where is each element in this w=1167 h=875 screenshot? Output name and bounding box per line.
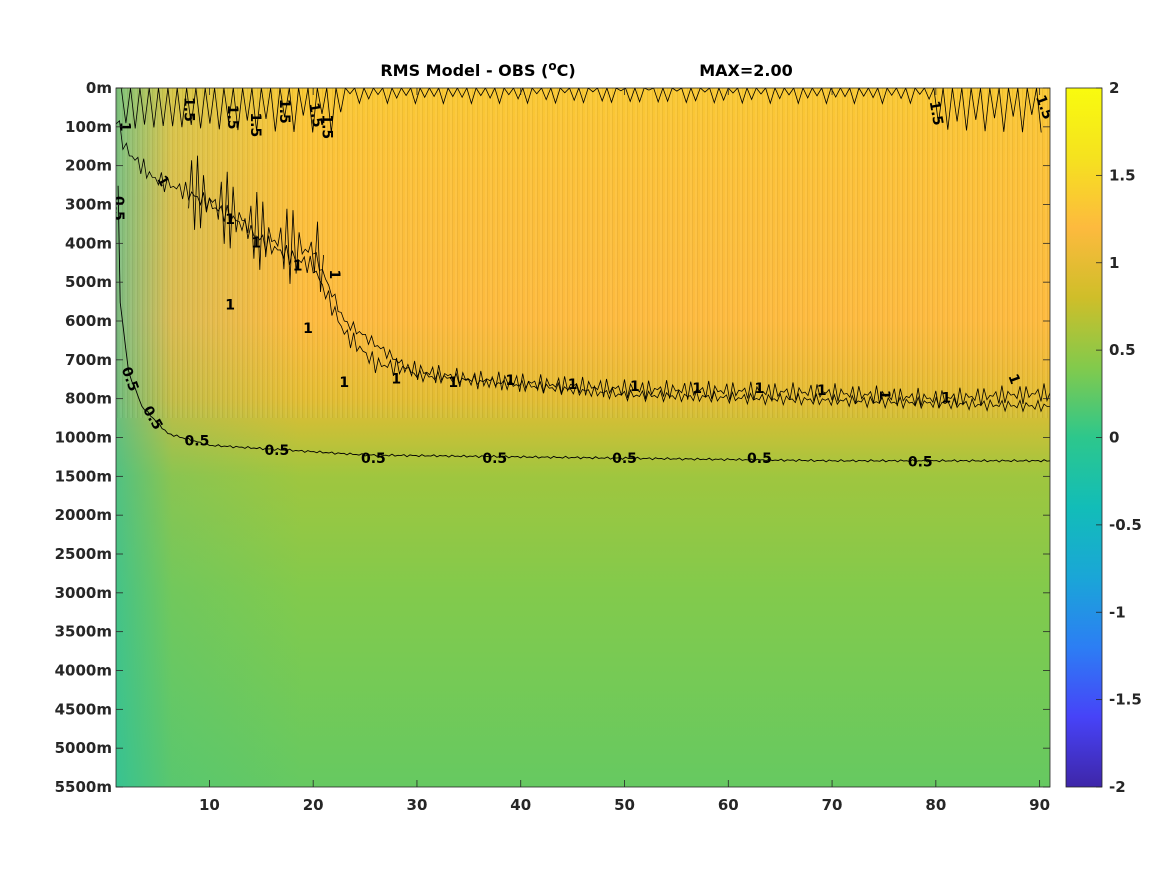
plot-area: 1.5 1.5 1.51.5 1.51.5 1.5 1.510.510.50.50.50.… — [110, 88, 1050, 787]
colorbar-tick-label: 0 — [1109, 429, 1119, 447]
colorbar-tick-label: 2 — [1109, 79, 1119, 97]
contour-label: 0.5 — [747, 451, 772, 467]
contour-label: 1 — [755, 381, 765, 397]
y-tick-label: 5000m — [55, 739, 112, 757]
colorbar: 2 1.5 1 0.5 0 -0.5 -1 -1.5 -2 — [1065, 79, 1142, 796]
y-tick-label: 400m — [65, 234, 112, 252]
contour-label: 1 — [326, 270, 342, 280]
y-tick-label: 600m — [65, 312, 112, 330]
colorbar-tick-label: 1.5 — [1109, 166, 1136, 184]
title-unit-tail: C) — [557, 61, 576, 80]
contour-label: 1 — [116, 122, 132, 132]
x-tick-label: 60 — [718, 796, 739, 814]
contour-label: 1 — [692, 381, 702, 397]
x-tick-label: 80 — [925, 796, 946, 814]
y-tick-label: 800m — [65, 390, 112, 408]
contour-1.0-spikes-a — [188, 155, 324, 293]
contour-0.5-main — [117, 185, 1050, 463]
y-tick-label: 2000m — [55, 506, 112, 524]
colorbar-tick-label: 1 — [1109, 254, 1119, 272]
contour-label: 1 — [568, 377, 578, 393]
colorbar-ticks: 2 1.5 1 0.5 0 -0.5 -1 -1.5 -2 — [1096, 79, 1142, 796]
contour-label: 1 — [251, 235, 261, 251]
y-tick-label: 1500m — [55, 467, 112, 485]
contour-label: 0.5 — [110, 196, 126, 221]
contour-label: 1.5 — [224, 105, 240, 130]
x-tick-label: 50 — [614, 796, 635, 814]
heatmap-striations — [116, 88, 1050, 418]
contour-label: 0.5 — [118, 365, 142, 394]
contour-labels: 1.5 1.5 1.51.5 1.51.5 1.5 1.510.510.50.50.50.… — [110, 93, 1050, 471]
contour-label: 1 — [339, 375, 349, 391]
contour-label: 1.5 — [926, 100, 946, 127]
y-axis: 0m 100m 200m 300m 400m 500m 600m 700m 800m 1000m 1… — [55, 79, 1050, 796]
x-tick-label: 20 — [303, 796, 324, 814]
title-main: RMS Model - OBS ( — [380, 61, 548, 80]
contour-1.5-surface — [120, 88, 1042, 133]
chart-max-label: MAX=2.00 — [699, 61, 793, 80]
y-tick-label: 2500m — [55, 545, 112, 563]
x-tick-label: 70 — [822, 796, 843, 814]
y-tick-label: 3500m — [55, 623, 112, 641]
contour-label: 1 — [391, 371, 401, 387]
contour-label: 0.5 — [361, 451, 386, 467]
y-tick-label: 100m — [65, 118, 112, 136]
contour-1.0-band-lower — [313, 252, 1050, 413]
contour-label: 1 — [630, 379, 640, 395]
contour-label: 1 — [876, 390, 892, 400]
contour-label: 1.5 — [247, 112, 263, 137]
y-tick-label: 1000m — [55, 429, 112, 447]
contour-label: 1.5 — [319, 114, 335, 139]
y-tick-label: 700m — [65, 351, 112, 369]
contour-label: 1 — [225, 212, 235, 228]
contour-label: 0.5 — [482, 451, 507, 467]
contour-label: 1 — [817, 383, 827, 399]
y-tick-label: 3000m — [55, 584, 112, 602]
contour-label: 1 — [225, 297, 235, 313]
contour-label: 0.5 — [264, 443, 289, 459]
x-tick-label: 10 — [199, 796, 220, 814]
y-tick-label: 200m — [65, 157, 112, 175]
contour-label: 1 — [293, 259, 303, 275]
contour-label: 1 — [505, 373, 515, 389]
colorbar-tick-label: -1 — [1109, 603, 1126, 621]
y-tick-label: 5500m — [55, 778, 112, 796]
contour-label: 1 — [303, 321, 313, 337]
contour-label: 1.5 — [305, 102, 325, 129]
colorbar-tick-label: -1.5 — [1109, 691, 1142, 709]
contour-label: 1 — [941, 391, 951, 407]
title-degree-sup: o — [548, 59, 556, 73]
y-tick-label: 300m — [65, 196, 112, 214]
x-tick-label: 30 — [407, 796, 428, 814]
y-tick-label: 500m — [65, 273, 112, 291]
contour-label: 1 — [448, 375, 458, 391]
x-tick-label: 90 — [1029, 796, 1050, 814]
y-tick-label: 0m — [86, 79, 112, 97]
contour-label: 1.5 — [276, 99, 292, 124]
contour-label: 0.5 — [908, 455, 933, 471]
chart-title: RMS Model - OBS (oC) — [380, 59, 575, 80]
x-tick-label: 40 — [510, 796, 531, 814]
colorbar-tick-label: 0.5 — [1109, 341, 1136, 359]
contour-lines — [116, 88, 1050, 463]
y-tick-label: 4000m — [55, 662, 112, 680]
contour-label: 0.5 — [185, 433, 210, 449]
x-axis: 10 20 30 40 50 60 70 80 90 — [199, 88, 1050, 814]
colorbar-tick-label: -0.5 — [1109, 516, 1142, 534]
y-tick-label: 4500m — [55, 700, 112, 718]
contour-label: 1.5 — [181, 97, 197, 122]
contour-1.0-band — [116, 119, 1050, 409]
colorbar-tick-label: -2 — [1109, 778, 1126, 796]
contour-label: 0.5 — [612, 451, 637, 467]
